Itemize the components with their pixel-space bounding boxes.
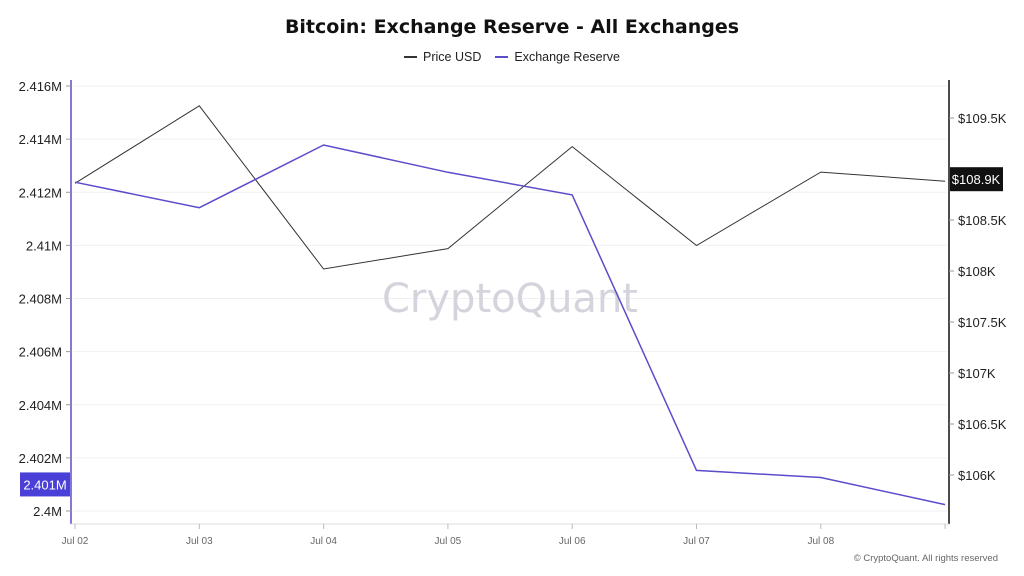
- left-tick-label: 2.408M: [19, 292, 62, 307]
- right-tick-label: $108K: [958, 264, 996, 279]
- left-tick-label: 2.404M: [19, 398, 62, 413]
- legend: Price USD Exchange Reserve: [0, 50, 1024, 64]
- legend-label-reserve: Exchange Reserve: [514, 50, 620, 64]
- series-line-reserve: [74, 144, 946, 506]
- x-tick-label: Jul 08: [807, 536, 834, 547]
- right-tick-label: $107K: [958, 366, 996, 381]
- axis-labels: 2.4M 2.402M 2.404M 2.406M 2.408M 2.41M 2.412M 2…: [19, 79, 1007, 547]
- right-tick-label: $109.5K: [958, 111, 1007, 126]
- x-tick-label: Jul 02: [62, 536, 89, 547]
- left-tick-label: 2.414M: [19, 132, 62, 147]
- right-tick-label: $107.5K: [958, 315, 1007, 330]
- right-tick-label: $106K: [958, 468, 996, 483]
- left-tick-label: 2.4M: [33, 504, 62, 519]
- left-current-label: 2.401M: [23, 477, 66, 492]
- grid: [73, 85, 947, 512]
- left-tick-label: 2.41M: [26, 238, 62, 253]
- x-tick-label: Jul 05: [435, 536, 462, 547]
- watermark: CryptoQuant: [382, 276, 638, 322]
- left-tick-label: 2.402M: [19, 451, 62, 466]
- right-current-badge: [950, 167, 1003, 192]
- right-tick-label: $108.5K: [958, 213, 1007, 228]
- left-tick-label: 2.406M: [19, 345, 62, 360]
- x-tick-label: Jul 07: [683, 536, 710, 547]
- legend-swatch-reserve: [495, 56, 509, 58]
- series-lines: [74, 105, 946, 506]
- x-tick-label: Jul 04: [310, 536, 337, 547]
- x-tick-label: Jul 06: [559, 536, 586, 547]
- chart-title: Bitcoin: Exchange Reserve - All Exchange…: [284, 16, 740, 38]
- footer-copyright: © CryptoQuant. All rights reserved: [853, 553, 998, 564]
- right-tick-label: $106.5K: [958, 417, 1007, 432]
- axes: [66, 80, 954, 529]
- left-current-badge: [20, 472, 70, 497]
- legend-label-price: Price USD: [423, 50, 482, 64]
- series-line-price: [74, 105, 946, 270]
- legend-item-price[interactable]: Price USD: [404, 50, 481, 64]
- legend-item-reserve[interactable]: Exchange Reserve: [495, 50, 620, 64]
- right-current-label: $108.9K: [952, 172, 1001, 187]
- legend-swatch-price: [404, 56, 418, 58]
- left-tick-label: 2.416M: [19, 79, 62, 94]
- left-tick-label: 2.412M: [19, 185, 62, 200]
- x-tick-label: Jul 03: [186, 536, 213, 547]
